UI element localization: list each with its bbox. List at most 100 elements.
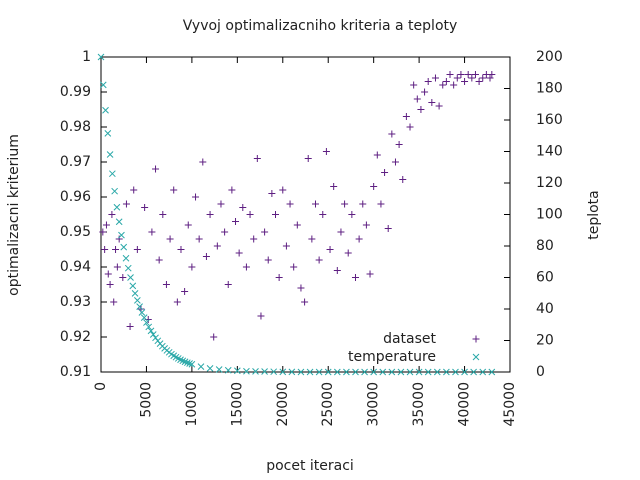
data-point (148, 228, 156, 236)
data-point (326, 246, 334, 253)
data-point (119, 274, 127, 281)
data-point (118, 231, 125, 239)
data-point (366, 270, 374, 278)
data-point (417, 106, 425, 113)
data-point (270, 368, 278, 376)
y-tick-label: 0.97 (60, 154, 91, 170)
data-point (120, 243, 128, 251)
data-point (202, 253, 210, 260)
data-point (257, 312, 265, 320)
data-point (147, 327, 155, 335)
data-point (343, 368, 350, 376)
data-point (297, 368, 305, 376)
data-point (102, 221, 110, 229)
data-point (428, 99, 436, 106)
data-point (315, 256, 323, 264)
data-point (410, 81, 418, 89)
data-point (101, 246, 109, 253)
data-point (239, 204, 247, 211)
data-point (104, 270, 112, 278)
y-tick-label: 0.96 (60, 189, 91, 205)
data-point (264, 256, 272, 264)
y-tick-label: 0.95 (60, 224, 91, 240)
data-point (352, 368, 359, 376)
data-point (106, 151, 114, 158)
data-point (330, 183, 338, 190)
data-point (306, 368, 314, 376)
legend-marker (472, 335, 480, 343)
data-point (297, 284, 305, 292)
y-tick-label: 0.94 (60, 259, 91, 275)
data-point (129, 282, 137, 290)
data-point (377, 200, 385, 208)
data-point (452, 368, 459, 376)
y-tick-label: 0.99 (60, 84, 91, 100)
y2-tick-label: 40 (536, 301, 554, 317)
x-tick-label: 30000 (366, 382, 382, 427)
data-point (99, 228, 107, 236)
x-tick-label: 10000 (184, 382, 200, 427)
data-point (186, 360, 193, 367)
x-tick-label: 0 (93, 382, 109, 391)
data-point (461, 368, 468, 376)
data-point (159, 211, 167, 218)
data-point (210, 333, 218, 341)
y2-tick-label: 100 (536, 207, 563, 223)
data-point (319, 211, 327, 218)
data-point (179, 357, 187, 365)
data-point (124, 264, 132, 272)
data-point (384, 225, 392, 232)
data-point (152, 165, 160, 173)
y-tick-label: 1 (82, 49, 91, 65)
data-point (195, 235, 203, 243)
x-tick-label: 5000 (138, 382, 154, 418)
data-point (115, 235, 123, 243)
data-point (99, 81, 107, 89)
data-point (143, 319, 150, 326)
data-point (359, 200, 367, 208)
data-point (304, 155, 312, 162)
data-point (136, 303, 143, 310)
data-point (113, 263, 121, 271)
data-point (221, 228, 229, 236)
data-point (246, 211, 254, 218)
y-tick-label: 0.93 (60, 294, 91, 310)
data-point (261, 228, 269, 236)
data-point (397, 368, 405, 376)
data-point (470, 368, 477, 376)
legend-marker (472, 353, 480, 361)
data-point (177, 246, 185, 253)
data-point (206, 365, 214, 372)
data-point (446, 71, 454, 78)
data-point (370, 368, 378, 376)
y-tick-label: 0.91 (60, 364, 91, 380)
data-point (388, 368, 396, 376)
data-point (286, 200, 294, 208)
data-point (399, 176, 407, 183)
data-point (109, 170, 116, 178)
data-point (471, 71, 479, 78)
data-point (442, 78, 450, 85)
data-point (433, 368, 441, 376)
data-point (115, 218, 123, 226)
data-point (337, 228, 345, 236)
data-point (324, 368, 332, 376)
data-point (111, 187, 118, 195)
data-point (106, 281, 114, 288)
data-point (275, 274, 283, 281)
data-point (141, 204, 149, 211)
x-tick-label: 20000 (275, 382, 291, 427)
data-point (213, 242, 221, 250)
y2-tick-label: 180 (536, 81, 563, 97)
data-point (464, 71, 472, 78)
data-point (439, 81, 447, 89)
data-point (457, 71, 465, 78)
data-point (206, 211, 214, 218)
data-point (224, 281, 232, 288)
data-point (228, 186, 236, 194)
data-point (173, 298, 181, 306)
y2-tick-label: 160 (536, 112, 563, 128)
data-point (279, 368, 287, 376)
data-point (102, 106, 109, 114)
data-point (250, 235, 258, 243)
